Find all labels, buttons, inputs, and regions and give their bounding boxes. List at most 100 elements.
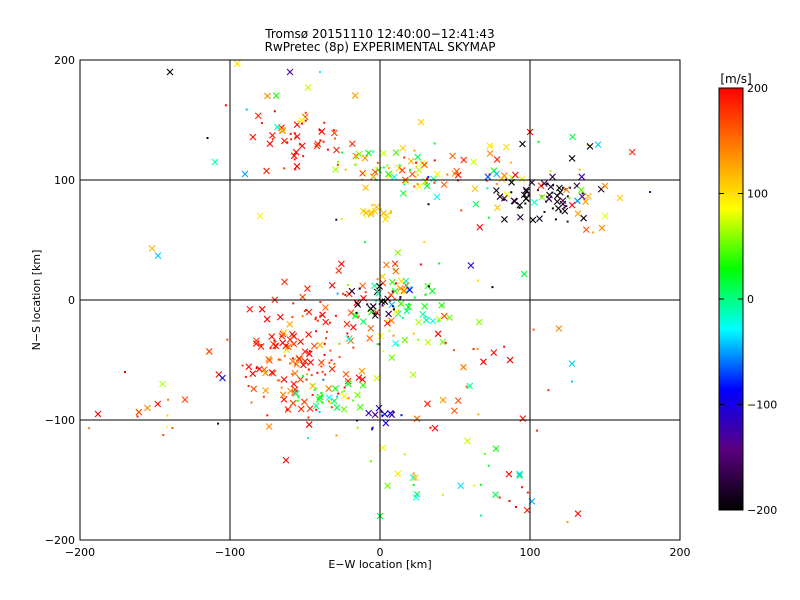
data-point-x [586,143,594,150]
data-point-dot [412,483,415,486]
data-point-x [305,350,313,358]
data-point-dot [371,204,374,207]
data-point-dot [247,384,250,387]
data-point-dot [276,379,279,382]
data-point-dot [337,160,340,163]
data-point-dot [326,148,329,151]
colorbar-tick-label: −100 [747,399,777,412]
data-point-dot [334,314,337,317]
data-point-dot [566,195,569,198]
data-point-dot [244,375,247,378]
data-point-dot [271,138,274,141]
data-point-dot [561,186,564,189]
data-point-x [531,198,538,206]
data-point-dot [260,122,263,125]
data-point-dot [321,401,324,404]
data-point-dot [416,183,419,186]
data-point-x [569,133,576,141]
data-point-dot [373,312,376,315]
data-point-dot [305,309,308,312]
data-point-x [304,285,311,293]
data-point-dot [414,176,417,179]
data-point-x [598,224,606,232]
data-point-x [295,355,303,363]
data-point-x [400,287,408,295]
data-point-dot [413,149,416,152]
data-point-x [332,166,339,173]
data-point-x [286,320,294,328]
data-point-x [522,195,530,203]
data-point-dot [335,434,338,437]
data-point-dot [340,390,343,393]
data-point-dot [427,203,430,206]
data-point-x [345,335,353,342]
data-point-dot [485,179,488,182]
data-point-x [305,421,313,428]
data-point-x [352,152,360,160]
data-point-x [628,148,636,156]
data-point-x [367,210,375,218]
data-point-dot [280,386,283,389]
data-point-dot [358,287,361,290]
data-point-dot [552,184,555,187]
data-point-dot [337,392,340,395]
data-point-x [380,209,387,217]
data-point-x [343,320,351,328]
data-point-dot [381,414,384,417]
data-point-dot [381,304,384,307]
data-point-x [516,472,524,480]
data-point-x [319,311,326,319]
data-point-x [601,212,609,220]
data-point-x [377,332,385,340]
data-point-x [384,482,391,490]
data-point-dot [412,472,415,475]
data-point-dot [367,214,370,217]
data-point-x [148,245,156,252]
data-point-dot [344,293,347,296]
data-point-x [398,166,406,174]
data-point-x [392,267,400,275]
colorbar-tick-label: 0 [747,293,754,306]
data-point-dot [397,310,400,313]
data-point-dot [329,401,332,404]
data-point-dot [297,120,300,123]
data-point-dot [171,427,174,430]
data-point-dot [341,151,344,154]
data-point-x [278,124,285,132]
y-tick-label: −100 [45,414,75,427]
data-point-x [241,170,249,178]
data-point-dot [472,348,475,351]
data-point-x [439,396,447,404]
data-point-x [154,252,162,259]
data-point-dot [465,385,468,388]
data-point-x [594,141,602,149]
data-point-dot [298,143,301,146]
data-point-x [415,318,423,326]
data-point-x [520,270,528,278]
y-tick-label: 200 [54,54,75,67]
data-point-dot [318,129,321,132]
data-point-dot [206,137,209,139]
data-point-x [362,184,370,191]
data-point-x [577,186,585,194]
data-point-dot [333,137,336,140]
data-point-x [387,291,395,299]
data-point-dot [306,437,309,440]
data-point-x [338,260,345,268]
data-point-dot [559,210,562,213]
data-point-dot [321,370,324,373]
data-point-dot [323,121,326,124]
data-point-dot [166,414,169,417]
data-point-x [397,300,405,308]
data-point-x [260,366,268,374]
data-point-x [392,149,400,157]
data-point-x [366,335,374,342]
data-point-dot [515,505,518,508]
data-point-x [340,392,348,400]
data-point-x [486,142,494,150]
data-point-x [257,343,265,350]
data-point-dot [403,156,406,159]
data-point-dot [649,191,651,193]
data-point-x [273,123,281,131]
data-point-x [382,215,389,223]
